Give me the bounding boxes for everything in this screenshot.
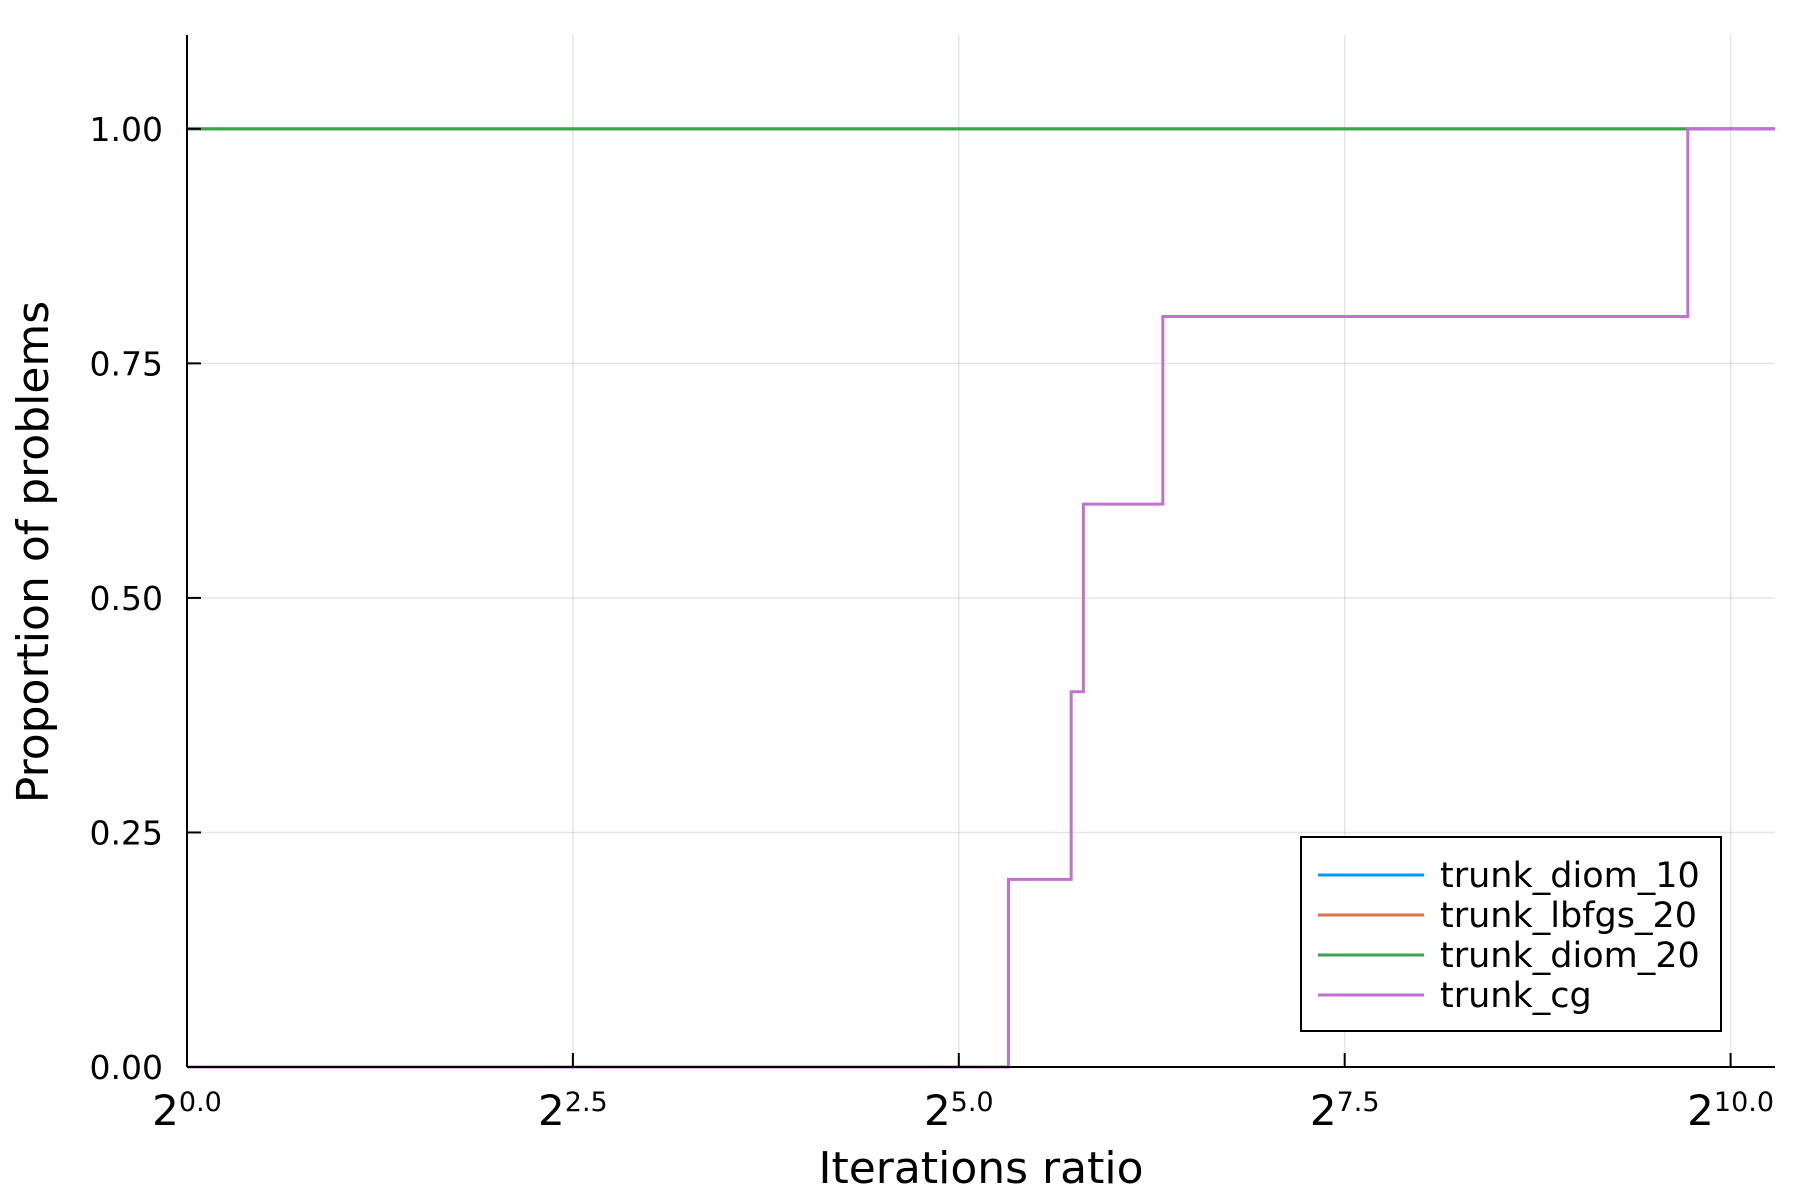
legend-label: trunk_diom_10: [1440, 856, 1700, 896]
y-tick-label: 0.25: [90, 813, 163, 852]
x-tick-label: 22.5: [538, 1086, 608, 1135]
legend-label: trunk_cg: [1440, 976, 1592, 1016]
x-ticks: 20.0 22.5 25.0 27.5 210.0: [152, 1053, 1774, 1135]
y-tick-label: 1.00: [90, 110, 163, 149]
legend-label: trunk_lbfgs_20: [1440, 896, 1697, 936]
series-group: [187, 127, 1775, 1069]
legend-label: trunk_diom_20: [1440, 936, 1700, 976]
x-tick-label: 25.0: [924, 1086, 994, 1135]
legend: trunk_diom_10trunk_lbfgs_20trunk_diom_20…: [1300, 836, 1722, 1032]
y-axis-label: Proportion of problems: [8, 301, 59, 803]
x-tick-label: 210.0: [1687, 1086, 1774, 1135]
series-line-trunk-cg: [187, 127, 1775, 1069]
x-tick-label: 27.5: [1310, 1086, 1380, 1135]
legend-box: [1300, 836, 1722, 1032]
x-tick-label: 20.0: [152, 1086, 222, 1135]
x-axis-label: Iterations ratio: [819, 1143, 1144, 1194]
axes: [186, 35, 1775, 1068]
y-tick-label: 0.50: [90, 579, 163, 618]
y-tick-label: 0.75: [90, 344, 163, 383]
y-tick-label: 0.00: [90, 1048, 163, 1087]
y-ticks: 0.00 0.25 0.50 0.75 1.00: [90, 110, 201, 1087]
